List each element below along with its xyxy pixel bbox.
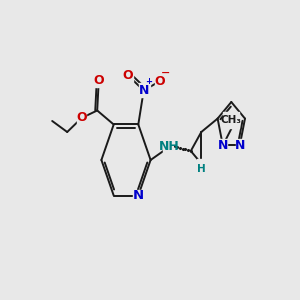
- Text: O: O: [123, 69, 134, 82]
- Text: N: N: [218, 139, 228, 152]
- Text: N: N: [139, 84, 149, 97]
- Text: CH₃: CH₃: [221, 116, 242, 125]
- Text: +: +: [146, 77, 153, 86]
- Text: −: −: [161, 68, 171, 78]
- Text: O: O: [154, 75, 165, 88]
- Text: N: N: [133, 189, 144, 202]
- Text: NH: NH: [159, 140, 180, 152]
- Text: O: O: [76, 112, 87, 124]
- Text: H: H: [197, 164, 206, 175]
- Text: O: O: [93, 74, 104, 87]
- Text: N: N: [235, 139, 245, 152]
